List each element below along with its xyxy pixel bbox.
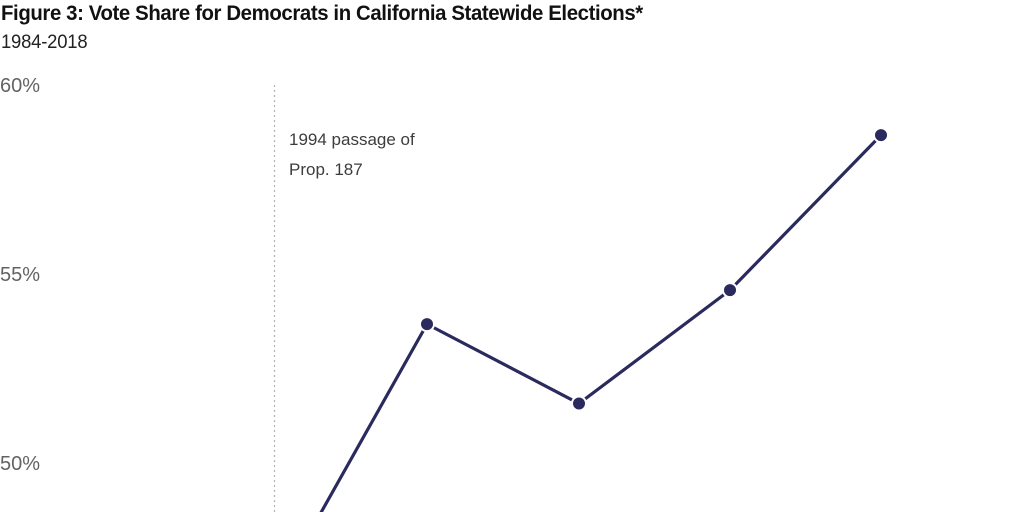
y-tick-label: 50% xyxy=(0,453,41,475)
y-tick-label: 55% xyxy=(0,264,41,286)
data-point-marker xyxy=(571,395,587,412)
chart-subtitle: 1984-2018 xyxy=(1,32,88,53)
data-point-marker xyxy=(419,316,435,333)
annotation-prop-187: 1994 passage of Prop. 187 xyxy=(289,125,415,185)
data-point-marker xyxy=(722,282,738,299)
vote-share-line xyxy=(319,134,883,512)
y-tick-label: 60% xyxy=(0,75,41,97)
annotation-line-2: Prop. 187 xyxy=(289,160,363,179)
data-point-marker xyxy=(873,127,889,144)
annotation-line-1: 1994 passage of xyxy=(289,130,415,149)
chart-title: Figure 3: Vote Share for Democrats in Ca… xyxy=(1,2,643,25)
